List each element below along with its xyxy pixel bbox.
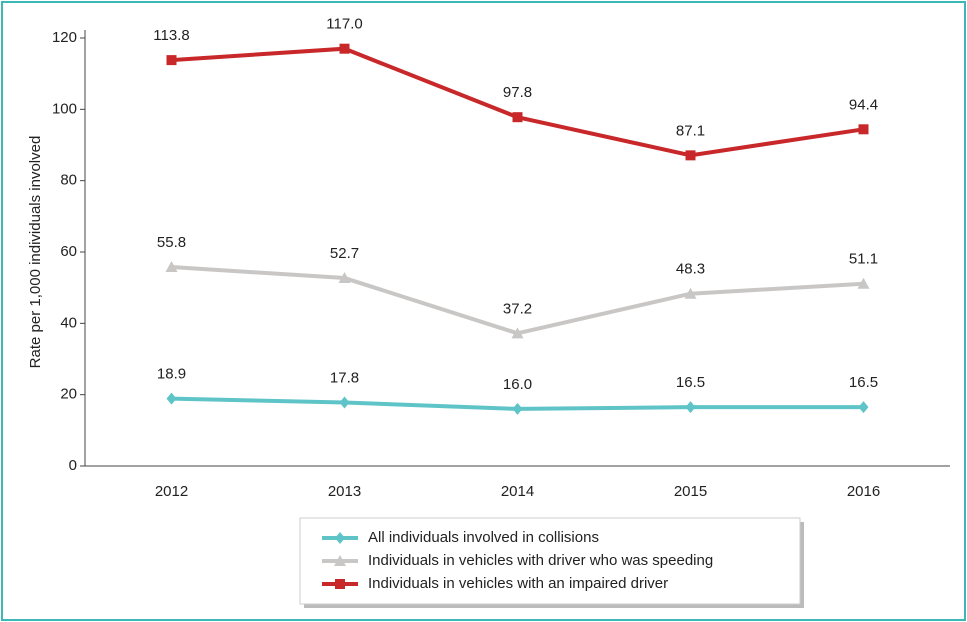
x-tick-label: 2013 (328, 483, 361, 500)
data-point (685, 401, 696, 414)
data-label: 51.1 (849, 251, 878, 268)
data-label: 97.8 (503, 84, 532, 101)
legend-marker (335, 532, 345, 544)
data-point (339, 396, 350, 409)
y-tick-label: 80 (60, 172, 77, 189)
data-label: 113.8 (153, 27, 189, 44)
data-label: 16.5 (676, 374, 705, 391)
data-point (857, 277, 870, 289)
data-point (511, 327, 524, 339)
data-label: 117.0 (326, 16, 362, 33)
y-tick-label: 20 (60, 386, 77, 403)
legend-label: All individuals involved in collisions (368, 529, 599, 546)
y-axis-label: Rate per 1,000 individuals involved (27, 136, 44, 369)
y-tick-label: 40 (60, 314, 77, 331)
data-point (166, 392, 177, 405)
data-label: 94.4 (849, 96, 878, 113)
data-label: 52.7 (330, 245, 359, 262)
y-tick-label: 100 (52, 100, 77, 117)
legend-marker (334, 555, 346, 566)
y-tick-label: 0 (69, 457, 77, 474)
data-label: 55.8 (157, 234, 186, 251)
data-point (685, 150, 696, 161)
data-point (858, 401, 869, 414)
data-label: 87.1 (676, 122, 705, 139)
data-point (165, 260, 178, 272)
x-tick-label: 2014 (501, 483, 534, 500)
legend-label: Individuals in vehicles with driver who … (368, 552, 713, 569)
data-point (858, 124, 869, 135)
x-tick-label: 2016 (847, 483, 880, 500)
y-tick-label: 120 (52, 29, 77, 46)
data-point (339, 43, 350, 54)
series-line (171, 46, 864, 158)
data-label: 17.8 (330, 369, 359, 386)
x-tick-label: 2015 (674, 483, 707, 500)
data-point (512, 402, 523, 415)
data-point (684, 287, 697, 299)
data-point (512, 112, 523, 123)
data-label: 48.3 (676, 261, 705, 278)
data-label: 18.9 (157, 366, 186, 383)
data-point (338, 272, 351, 284)
legend-marker (335, 579, 345, 589)
legend-label: Individuals in vehicles with an impaired… (368, 575, 668, 592)
legend-box (299, 517, 801, 605)
data-point (166, 55, 177, 66)
x-tick-label: 2012 (155, 483, 188, 500)
data-label: 16.0 (503, 376, 532, 393)
data-label: 37.2 (503, 300, 532, 317)
data-label: 16.5 (849, 374, 878, 391)
y-tick-label: 60 (60, 243, 77, 260)
